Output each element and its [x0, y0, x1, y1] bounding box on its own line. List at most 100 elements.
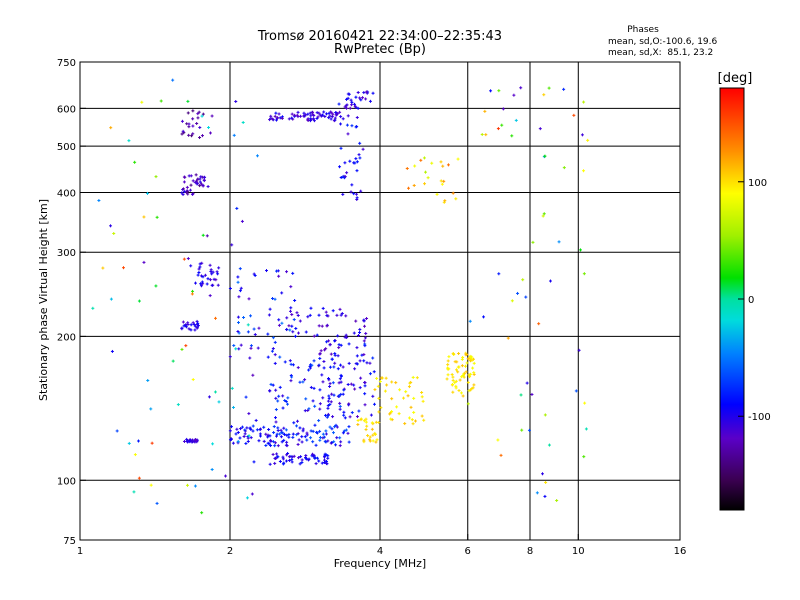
data-point — [364, 420, 368, 424]
data-point — [269, 444, 273, 448]
data-point — [291, 363, 295, 367]
data-point — [347, 403, 351, 407]
y-tick-label: 500 — [57, 142, 76, 153]
data-point — [482, 315, 486, 319]
data-point — [271, 336, 275, 340]
data-point — [451, 191, 455, 195]
y-axis-label: Stationary phase Virtual Height [km] — [37, 199, 50, 401]
data-point — [446, 363, 450, 367]
data-point — [149, 483, 153, 487]
data-point — [457, 365, 461, 369]
data-point — [361, 96, 365, 100]
data-point — [359, 418, 363, 422]
data-point — [247, 434, 251, 438]
data-point — [359, 98, 363, 102]
data-point — [231, 441, 235, 445]
data-point — [500, 123, 504, 127]
data-point — [295, 424, 299, 428]
data-point — [339, 313, 343, 317]
data-point — [537, 322, 541, 326]
data-point — [369, 413, 373, 417]
data-point — [296, 442, 300, 446]
data-point — [182, 187, 186, 191]
data-point — [501, 107, 505, 111]
data-point — [547, 86, 551, 90]
colorbar-ticks: 100 0 -100 — [738, 178, 771, 423]
data-point — [342, 413, 346, 417]
data-point — [516, 291, 520, 295]
data-point — [466, 357, 470, 361]
data-point — [280, 116, 284, 120]
data-point — [411, 375, 415, 379]
data-point — [324, 429, 328, 433]
data-point — [288, 328, 292, 332]
data-point — [300, 458, 304, 462]
data-point — [363, 342, 367, 346]
data-point — [527, 428, 531, 432]
data-point — [264, 444, 268, 448]
data-point — [297, 438, 301, 442]
data-point — [324, 432, 328, 436]
data-point — [278, 385, 282, 389]
data-point — [253, 333, 257, 337]
y-tick-label: 750 — [57, 58, 76, 69]
data-point — [346, 92, 350, 96]
data-point — [245, 496, 249, 500]
data-point — [442, 200, 446, 204]
data-point — [384, 376, 388, 380]
data-point — [333, 116, 337, 120]
data-point — [337, 343, 341, 347]
data-point — [290, 324, 294, 328]
data-point — [202, 179, 206, 183]
data-point — [459, 391, 463, 395]
data-point — [199, 175, 203, 179]
data-point — [265, 269, 269, 273]
data-point — [364, 90, 368, 94]
data-point — [273, 353, 277, 357]
data-point — [217, 266, 221, 270]
data-point — [300, 435, 304, 439]
data-point — [109, 126, 113, 130]
data-point — [292, 454, 296, 458]
data-point — [190, 192, 194, 196]
data-point — [465, 352, 469, 356]
data-point — [471, 366, 475, 370]
data-point — [355, 160, 359, 164]
data-point — [472, 371, 476, 375]
data-point — [275, 432, 279, 436]
data-point — [237, 347, 241, 351]
data-point — [274, 408, 278, 412]
data-point — [293, 298, 297, 302]
data-point — [244, 442, 248, 446]
data-point — [181, 193, 185, 197]
data-point — [335, 313, 339, 317]
data-point — [198, 126, 202, 130]
data-point — [330, 440, 334, 444]
data-point — [362, 339, 366, 343]
data-point — [338, 165, 342, 169]
data-point — [337, 381, 341, 385]
data-point — [336, 354, 340, 358]
data-point — [525, 381, 529, 385]
data-point — [402, 396, 406, 400]
data-point — [371, 356, 375, 360]
data-point — [345, 97, 349, 101]
data-point — [580, 133, 584, 137]
data-point — [446, 359, 450, 363]
data-point — [333, 339, 337, 343]
data-point — [457, 352, 461, 356]
data-point — [346, 96, 350, 100]
data-point — [312, 117, 316, 121]
data-point — [460, 364, 464, 368]
data-point — [238, 436, 242, 440]
data-point — [338, 404, 342, 408]
data-point — [189, 328, 193, 332]
data-point — [235, 206, 239, 210]
data-point — [430, 161, 434, 165]
data-point — [338, 407, 342, 411]
data-point — [236, 315, 240, 319]
data-point — [497, 272, 501, 276]
data-point — [350, 103, 354, 107]
data-point — [142, 215, 146, 219]
data-point — [180, 191, 184, 195]
